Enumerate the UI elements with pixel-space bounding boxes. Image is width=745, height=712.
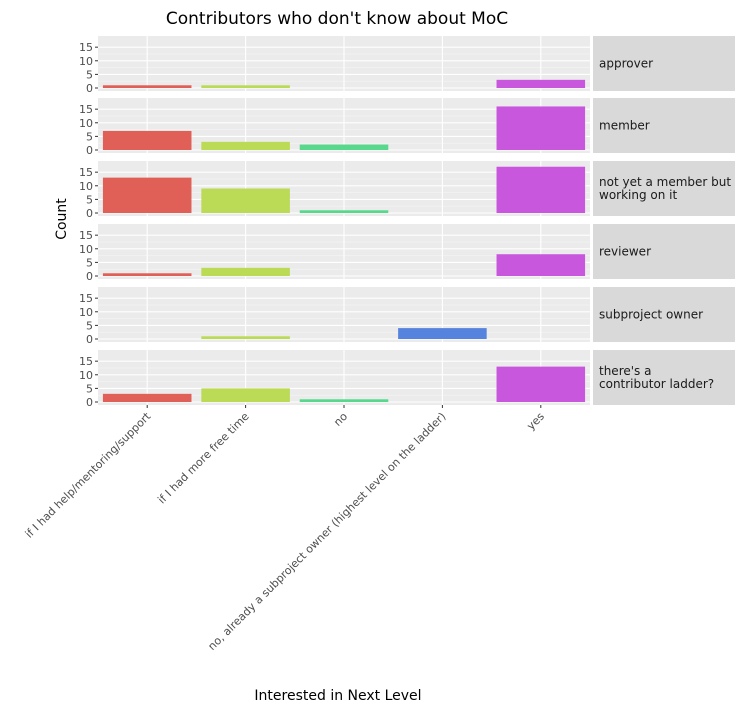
facet-strip xyxy=(593,287,735,342)
bar xyxy=(102,85,192,88)
bar xyxy=(102,273,192,276)
bar xyxy=(201,267,290,276)
x-tick-label: if I had more free time xyxy=(155,410,252,507)
y-tick-label: 10 xyxy=(79,117,93,130)
facet-strip-label: reviewer xyxy=(599,245,651,259)
y-tick-label: 0 xyxy=(86,82,93,95)
y-tick-label: 15 xyxy=(79,166,93,179)
bar xyxy=(496,166,586,213)
y-tick-label: 5 xyxy=(86,130,93,143)
bar xyxy=(201,336,290,339)
x-tick-label: no xyxy=(331,410,350,429)
y-tick-label: 0 xyxy=(86,207,93,220)
facet-strip xyxy=(593,350,735,405)
facet-strip-label: approver xyxy=(599,57,653,71)
x-tick-label: if I had help/mentoring/support xyxy=(23,409,154,540)
bar xyxy=(496,79,586,88)
bar xyxy=(102,393,192,402)
chart-title: Contributors who don't know about MoC xyxy=(166,9,508,29)
x-axis-title: Interested in Next Level xyxy=(254,688,421,704)
facet-strip-label: contributor ladder? xyxy=(599,377,714,391)
facet-strip xyxy=(593,161,735,216)
x-tick-label: no, already a subproject owner (highest … xyxy=(205,410,448,653)
y-tick-label: 15 xyxy=(79,292,93,305)
bar xyxy=(398,328,487,339)
facet-strip xyxy=(593,224,735,279)
bar xyxy=(496,106,586,150)
facet-strip-label: subproject owner xyxy=(599,308,703,322)
y-tick-label: 0 xyxy=(86,396,93,409)
y-tick-label: 15 xyxy=(79,229,93,242)
bar xyxy=(299,399,389,402)
y-tick-label: 5 xyxy=(86,256,93,269)
bar xyxy=(201,388,290,402)
bar xyxy=(201,85,290,88)
y-tick-label: 10 xyxy=(79,55,93,68)
y-tick-label: 5 xyxy=(86,193,93,206)
y-tick-label: 5 xyxy=(86,382,93,395)
y-tick-label: 0 xyxy=(86,333,93,346)
facet-strip-label: not yet a member but xyxy=(599,175,731,189)
bar xyxy=(102,177,192,213)
bar xyxy=(496,254,586,276)
bar xyxy=(299,210,389,213)
y-tick-label: 0 xyxy=(86,270,93,283)
y-tick-label: 15 xyxy=(79,41,93,54)
facet-strip xyxy=(593,98,735,153)
facet-strip xyxy=(593,36,735,91)
y-tick-label: 5 xyxy=(86,68,93,81)
bar xyxy=(299,144,389,150)
x-tick-label: yes xyxy=(524,410,547,433)
facet-strip-label: there's a xyxy=(599,364,651,378)
bar xyxy=(496,366,586,402)
y-tick-label: 10 xyxy=(79,369,93,382)
y-tick-label: 10 xyxy=(79,180,93,193)
y-tick-label: 5 xyxy=(86,319,93,332)
facet-strip-label: member xyxy=(599,119,650,133)
x-axis-ticks: if I had help/mentoring/support if I had … xyxy=(23,405,547,653)
facet-strip-label: working on it xyxy=(599,188,678,202)
y-tick-label: 15 xyxy=(79,103,93,116)
y-tick-label: 0 xyxy=(86,144,93,157)
y-tick-label: 10 xyxy=(79,243,93,256)
y-tick-label: 10 xyxy=(79,306,93,319)
bar xyxy=(102,130,192,150)
bar xyxy=(201,188,290,213)
bar xyxy=(201,141,290,150)
y-tick-label: 15 xyxy=(79,355,93,368)
y-axis-title: Count xyxy=(54,198,70,240)
